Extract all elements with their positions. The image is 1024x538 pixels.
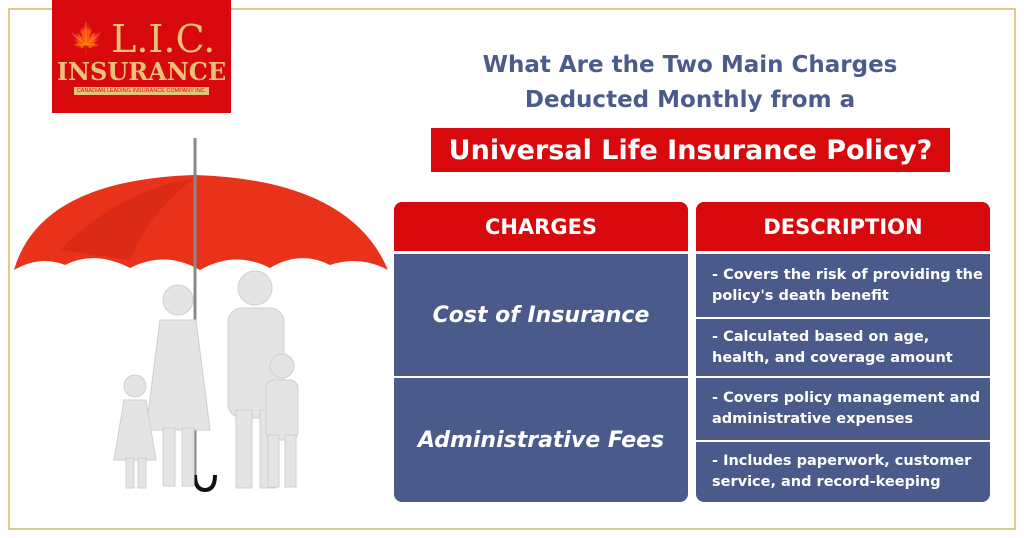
title-line-1: What Are the Two Main Charges <box>482 52 898 78</box>
header-description: DESCRIPTION <box>696 202 990 251</box>
title-line-2: Deducted Monthly from a <box>524 87 856 113</box>
umbrella-family-illustration <box>14 138 388 493</box>
description-cell: - Covers the risk of providing the polic… <box>696 254 990 317</box>
description-cell: - Includes paperwork, customer service, … <box>696 442 990 502</box>
description-cell: - Covers policy management and administr… <box>696 378 990 440</box>
border-frame <box>8 8 1016 530</box>
charge-cell: Administrative Fees <box>394 378 688 502</box>
description-cell: - Calculated based on age, health, and c… <box>696 319 990 376</box>
charge-cell: Cost of Insurance <box>394 254 688 376</box>
header-charges: CHARGES <box>394 202 688 251</box>
company-logo: 🍁 L.I.C. INSURANCE CANADIAN LEADING INSUR… <box>52 0 231 113</box>
maple-leaf-icon: 🍁 <box>67 20 106 56</box>
title-highlight: Universal Life Insurance Policy? <box>431 128 950 172</box>
